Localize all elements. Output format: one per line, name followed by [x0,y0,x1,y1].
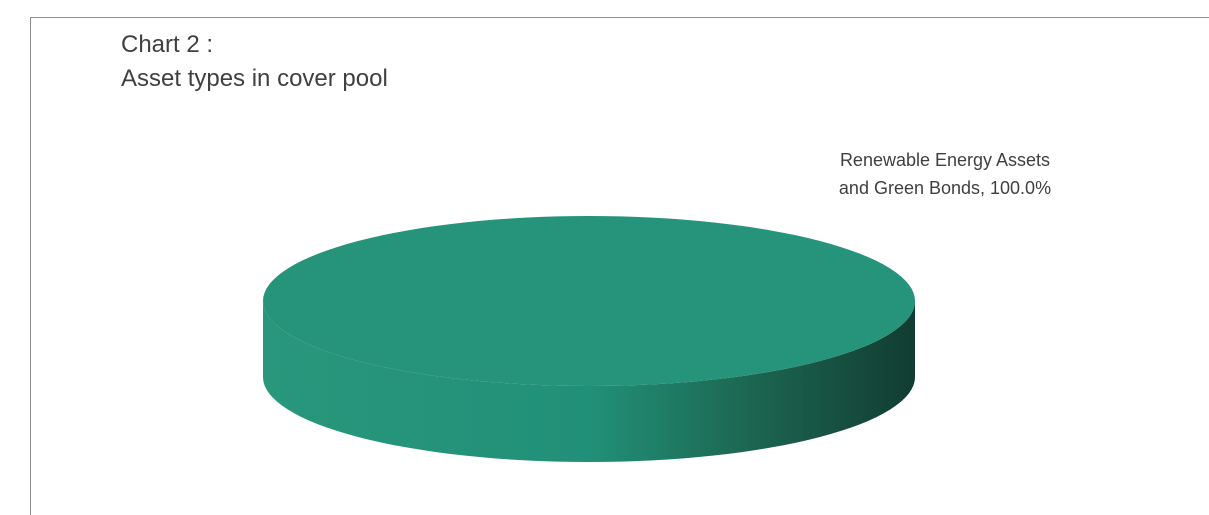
pie-slice-data-label: Renewable Energy Assets and Green Bonds,… [790,146,1100,202]
data-label-line-1: Renewable Energy Assets [839,150,1051,170]
chart-title-line-1: Chart 2 : [121,31,214,58]
chart-title-line-2: Asset types in cover pool [121,65,388,92]
data-label-line-2: and Green Bonds, 100.0% [838,178,1052,198]
chart-title: Chart 2 : Asset types in cover pool [121,28,388,96]
chart-frame [30,17,1209,515]
pie-slice-side-0 [263,301,915,462]
pie-slice-0 [263,216,915,386]
